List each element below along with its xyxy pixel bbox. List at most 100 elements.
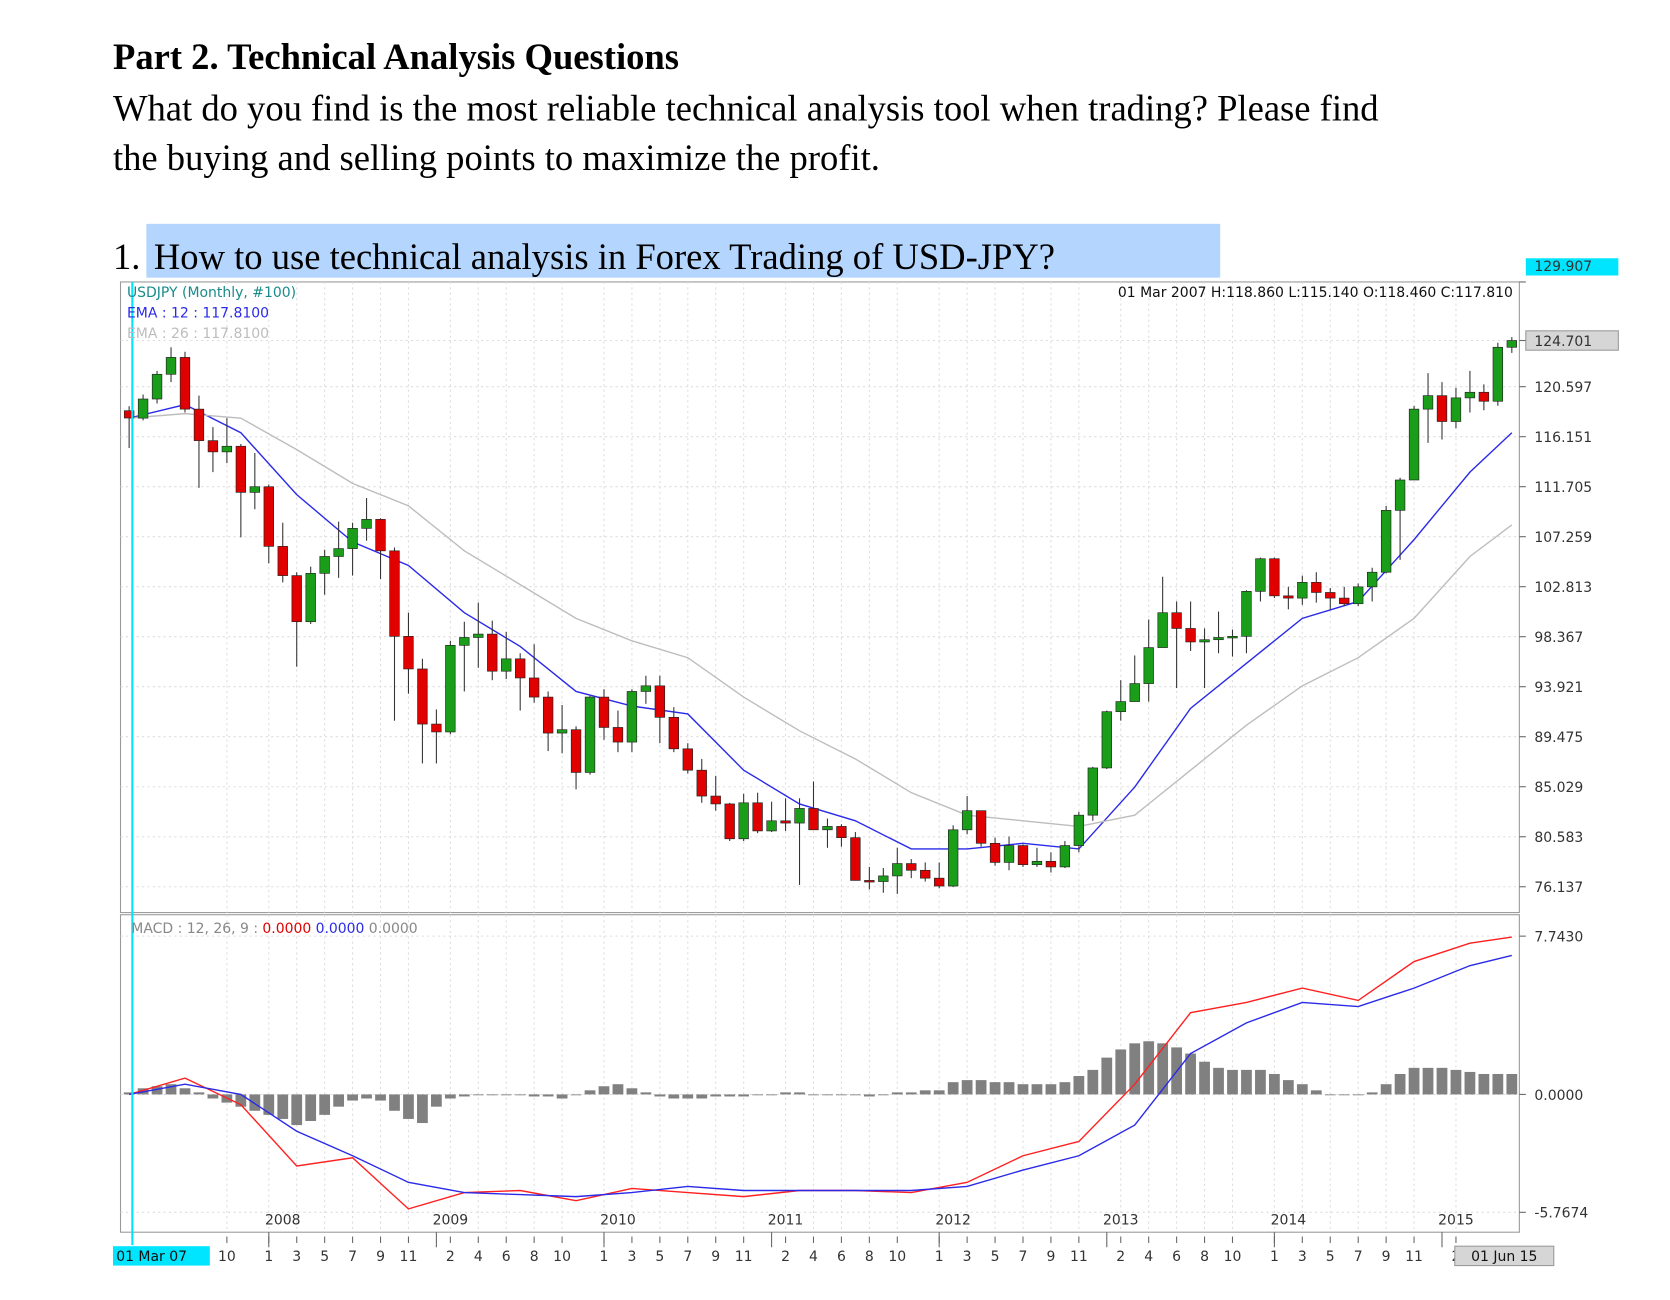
histogram-bar xyxy=(1366,1092,1378,1095)
x-tick-label: 9 xyxy=(1382,1249,1391,1265)
histogram-bar xyxy=(961,1080,973,1095)
candle-body xyxy=(1492,346,1504,402)
candle-body xyxy=(975,810,987,844)
histogram-bar xyxy=(347,1094,358,1101)
candle-body xyxy=(1199,639,1210,643)
x-tick-label: 11 xyxy=(735,1249,753,1265)
histogram-bar xyxy=(500,1094,512,1096)
candle-body xyxy=(1213,637,1224,641)
y-tick-label: 107.259 xyxy=(1534,530,1592,546)
histogram-bar xyxy=(654,1094,666,1097)
candle-body xyxy=(1115,701,1126,713)
y-tick-label: -5.7674 xyxy=(1534,1206,1588,1222)
x-tick-label: 6 xyxy=(837,1249,846,1265)
candle-body xyxy=(1185,628,1196,643)
candle-body xyxy=(417,668,428,725)
candle-body xyxy=(1059,845,1071,868)
candle-body xyxy=(403,636,414,670)
histogram-bar xyxy=(1436,1067,1448,1095)
x-start-label: 01 Mar 07 xyxy=(116,1249,187,1265)
histogram-bar xyxy=(682,1094,694,1099)
histogram-bar xyxy=(1143,1041,1155,1095)
x-end-label: 01 Jun 15 xyxy=(1471,1249,1537,1265)
histogram-bar xyxy=(780,1092,791,1095)
x-tick-label: 3 xyxy=(292,1249,301,1265)
x-tick-label: 10 xyxy=(888,1249,906,1265)
histogram-bar xyxy=(542,1094,554,1097)
candle-body xyxy=(1045,860,1057,868)
histogram-bar xyxy=(1310,1090,1322,1095)
candle-body xyxy=(878,875,889,882)
histogram-bar xyxy=(291,1094,303,1126)
histogram-bar xyxy=(431,1094,442,1107)
candle-body xyxy=(528,677,540,698)
candle-body xyxy=(724,803,735,840)
candle-body xyxy=(1143,647,1154,684)
candle-body xyxy=(808,808,819,831)
legend-entry: EMA : 26 : 117.8100 xyxy=(127,326,269,342)
histogram-bar xyxy=(472,1094,484,1096)
candle-body xyxy=(459,637,470,646)
candle-body xyxy=(1380,510,1392,573)
candle-body xyxy=(291,575,302,623)
histogram-bar xyxy=(1059,1082,1071,1095)
histogram-bar xyxy=(444,1094,456,1099)
histogram-bar xyxy=(1338,1094,1350,1096)
candle-body xyxy=(989,842,1001,863)
candle-body xyxy=(1311,582,1322,593)
candle-body xyxy=(598,696,610,728)
candle-body xyxy=(151,373,163,400)
histogram-bar xyxy=(1282,1080,1294,1095)
candle-body xyxy=(501,658,512,672)
x-tick-label: 5 xyxy=(655,1249,664,1265)
candle-body xyxy=(515,658,526,679)
candle-body xyxy=(305,573,316,623)
histogram-bar xyxy=(710,1094,722,1097)
y-tick-label: 80.583 xyxy=(1534,830,1583,846)
date-box xyxy=(1454,1245,1555,1267)
candle-body xyxy=(165,357,177,375)
candle-body xyxy=(123,410,135,419)
ema-line xyxy=(128,403,1513,850)
histogram-bar xyxy=(1157,1043,1169,1095)
date-box xyxy=(112,1246,210,1266)
candle-body xyxy=(1087,767,1098,816)
x-tick-label: 5 xyxy=(320,1249,329,1265)
histogram-bar xyxy=(598,1086,610,1095)
histogram-bar xyxy=(989,1082,1001,1095)
candle-body xyxy=(235,445,247,493)
histogram-bar xyxy=(724,1094,736,1097)
histogram-bar xyxy=(1324,1094,1336,1096)
y-tick-label: 124.701 xyxy=(1534,334,1592,350)
histogram-bar xyxy=(1003,1082,1015,1095)
histogram-bar xyxy=(752,1094,764,1096)
x-tick-label: 7 xyxy=(1354,1249,1363,1265)
y-tick-label: 89.475 xyxy=(1534,730,1583,746)
histogram-bar xyxy=(123,1092,135,1095)
histogram-bar xyxy=(668,1094,680,1099)
histogram-bar xyxy=(1213,1067,1224,1095)
histogram-bar xyxy=(556,1094,568,1099)
x-tick-label: 1 xyxy=(264,1249,273,1265)
candle-body xyxy=(1436,395,1448,422)
x-tick-label: 10 xyxy=(218,1249,236,1265)
x-tick-label: 9 xyxy=(376,1249,385,1265)
histogram-bar xyxy=(1087,1069,1099,1095)
candle-body xyxy=(640,685,652,692)
histogram-bar xyxy=(319,1094,331,1115)
x-tick-label: 4 xyxy=(1144,1249,1153,1265)
histogram-bar xyxy=(612,1084,624,1095)
ohlc-readout: 01 Mar 2007 H:118.860 L:115.140 O:118.46… xyxy=(1118,285,1513,301)
candle-body xyxy=(249,486,260,493)
symbol-label: USDJPY (Monthly, #100) xyxy=(127,285,296,301)
candle-body xyxy=(1129,683,1140,702)
candle-body xyxy=(542,696,554,734)
macd-readout: 0.0000 xyxy=(369,921,418,937)
candle-body xyxy=(207,440,219,453)
x-tick-label: 10 xyxy=(1224,1249,1242,1265)
y-tick-label: 116.151 xyxy=(1534,430,1592,446)
histogram-bar xyxy=(822,1094,833,1096)
y-tick-label: 98.367 xyxy=(1534,630,1583,646)
candle-body xyxy=(1422,395,1434,410)
histogram-bar xyxy=(891,1092,903,1095)
